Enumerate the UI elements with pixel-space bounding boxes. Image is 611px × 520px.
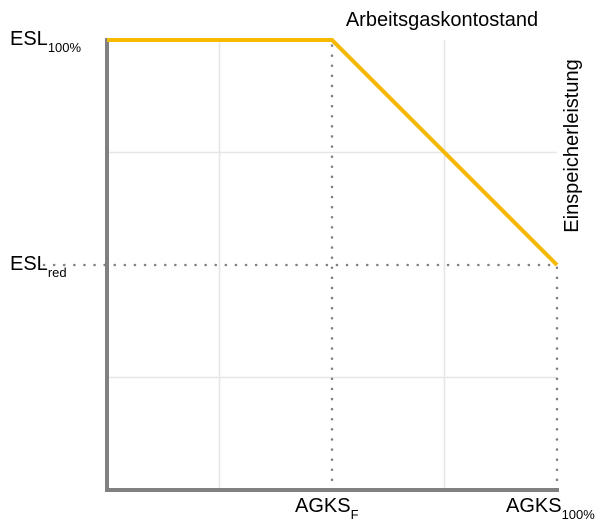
y-axis-title: Einspeicherleistung — [561, 59, 583, 232]
reference-lines — [42, 38, 559, 492]
x-axis-title: Arbeitsgaskontostand — [346, 9, 538, 31]
series — [107, 38, 559, 267]
labels: Arbeitsgaskontostand Einspeicherleistung… — [10, 9, 595, 520]
x-tick-label: AGKS100% — [506, 495, 595, 520]
axes — [105, 38, 559, 492]
y-tick-label: ESLred — [10, 253, 67, 280]
y-tick-label: ESL100% — [10, 28, 82, 55]
grid — [107, 40, 557, 490]
x-tick-label: AGKSF — [295, 495, 359, 520]
series-line — [107, 38, 559, 267]
